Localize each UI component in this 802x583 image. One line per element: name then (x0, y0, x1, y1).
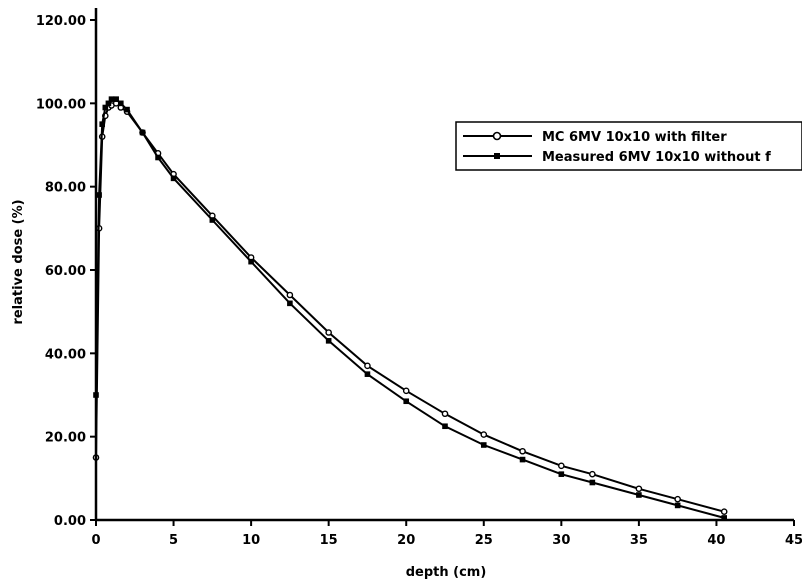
x-tick-label: 30 (552, 533, 570, 548)
data-point (99, 121, 106, 127)
x-tick-label: 40 (707, 533, 725, 548)
data-point (558, 471, 565, 477)
legend-marker-measured (494, 153, 500, 159)
x-tick-label: 45 (785, 533, 802, 548)
data-point (118, 100, 124, 107)
legend: MC 6MV 10x10 with filter Measured 6MV 10… (455, 121, 802, 171)
series-1 (93, 96, 727, 521)
x-tick-label: 5 (169, 533, 178, 548)
data-point (636, 492, 642, 498)
x-tick-label: 25 (475, 533, 493, 548)
data-point (442, 423, 448, 430)
data-point (286, 291, 294, 299)
data-point (519, 447, 526, 455)
y-tick-label: 100.00 (36, 97, 86, 112)
legend-label-mc: MC 6MV 10x10 with filter (542, 130, 727, 145)
legend-label-measured: Measured 6MV 10x10 without f (542, 150, 771, 165)
data-point (124, 106, 130, 113)
y-axis-label: relative dose (%) (11, 199, 26, 324)
data-point (721, 515, 727, 521)
y-tick-label: 0.00 (54, 514, 86, 529)
legend-box (455, 121, 802, 171)
data-point (108, 96, 115, 102)
data-point (155, 154, 161, 161)
y-tick-label: 80.00 (45, 181, 86, 196)
x-tick-label: 10 (242, 533, 260, 548)
data-point (402, 387, 410, 395)
legend-entry-measured: Measured 6MV 10x10 without f (463, 150, 771, 165)
plot-area (92, 96, 728, 521)
data-point (248, 258, 254, 265)
data-point (674, 502, 681, 509)
tick-labels: 0 5 10 15 20 25 30 35 40 45 0.00 20.00 40.00 60.00 80.… (36, 14, 802, 548)
x-tick-label: 35 (630, 533, 648, 548)
y-tick-label: 40.00 (45, 347, 86, 362)
data-point (480, 431, 488, 438)
data-point (209, 217, 216, 223)
data-point (403, 398, 410, 405)
legend-entry-mc: MC 6MV 10x10 with filter (463, 130, 727, 145)
data-point (113, 96, 119, 102)
data-point (325, 329, 332, 336)
data-point (96, 192, 102, 198)
data-point (139, 129, 146, 136)
x-tick-label: 20 (397, 533, 415, 548)
data-point (674, 495, 681, 503)
legend-marker-mc (492, 131, 502, 141)
data-point (287, 300, 293, 307)
data-point (170, 175, 177, 182)
x-axis-label: depth (cm) (406, 565, 487, 580)
data-point (325, 338, 332, 344)
data-point (105, 100, 112, 107)
data-point (519, 456, 526, 463)
data-point (480, 442, 487, 448)
data-point (102, 104, 109, 111)
data-point (364, 362, 371, 370)
data-point (635, 485, 643, 493)
data-point (589, 479, 596, 486)
x-tick-label: 0 (91, 533, 100, 548)
axes (94, 8, 794, 522)
data-point (364, 371, 371, 377)
data-point (558, 462, 565, 470)
data-point (441, 410, 449, 418)
x-tick-label: 15 (320, 533, 338, 548)
y-tick-label: 60.00 (45, 264, 86, 279)
y-tick-label: 20.00 (45, 431, 86, 446)
data-point (589, 470, 596, 478)
data-point (720, 508, 728, 515)
y-tick-label: 120.00 (36, 14, 86, 29)
